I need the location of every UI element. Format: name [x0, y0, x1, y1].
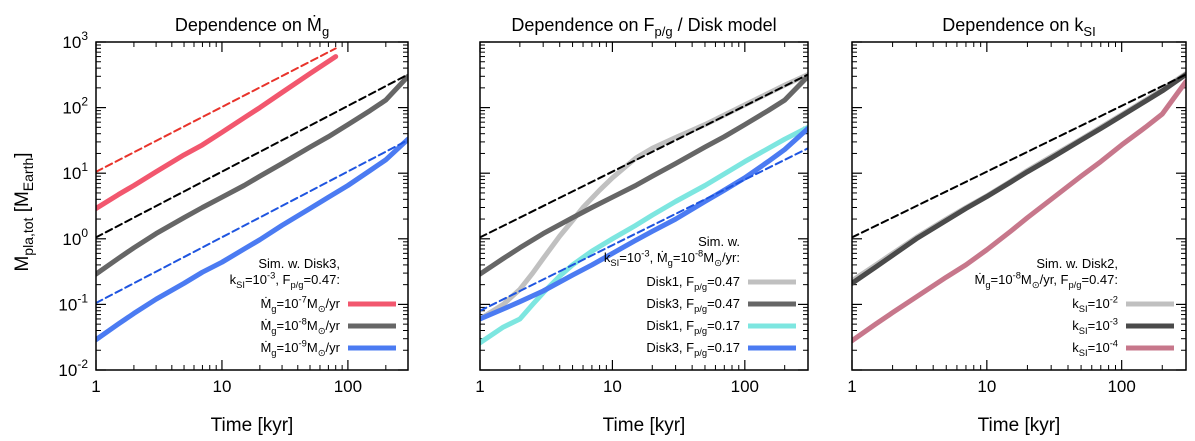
- x-tick-label: 10: [212, 377, 231, 396]
- legend-label: kSI=10-4: [1072, 339, 1118, 358]
- x-axis-label: Time [kyr]: [978, 415, 1061, 436]
- panel-ksi: 1 10 100 Dependence on kSI Time [kyr] Sim. w.…: [847, 15, 1187, 436]
- series-group: [96, 47, 408, 343]
- legend-header: Sim. w. Disk2,: [1036, 256, 1118, 271]
- legend-label: kSI=10-2: [1072, 295, 1118, 314]
- legend-header: kSI=10-3, Fp/g=0.47:: [230, 271, 340, 290]
- legend-label: Ṁg=10-9M⊙/yr: [260, 339, 340, 358]
- plot-frame: [479, 41, 809, 371]
- series-line: [96, 54, 339, 211]
- legend-label: Disk1, Fp/g=0.47: [646, 274, 740, 292]
- legend-header: Ṁg=10-8M⊙/yr, Fp/g=0.47:: [974, 271, 1118, 290]
- series-line: [480, 73, 808, 239]
- panel-fpg-disk: 1 10 100 Dependence on Fp/g / Disk model Tim…: [475, 15, 809, 436]
- x-tick-label: 10: [977, 377, 996, 396]
- legend-header: Sim. w. Disk3,: [258, 256, 340, 271]
- series-group: [480, 72, 808, 346]
- series-line: [852, 73, 1186, 239]
- series-line: [480, 124, 808, 346]
- series-line: [480, 126, 808, 322]
- legend-label: Ṁg=10-7M⊙/yr: [260, 295, 340, 314]
- y-axis-label: Mpla,tot [MEarth]: [12, 152, 36, 271]
- series-line: [852, 72, 1186, 286]
- x-tick-label: 1: [91, 377, 100, 396]
- series-line: [96, 73, 408, 239]
- series-line: [852, 79, 1186, 344]
- x-axis-label: Time [kyr]: [603, 415, 686, 436]
- y-tick-label: 102: [62, 95, 88, 118]
- y-tick-label: 10-2: [58, 357, 88, 380]
- y-tick-label: 10-1: [58, 291, 88, 314]
- x-axis-label: Time [kyr]: [211, 415, 294, 436]
- legend-label: Ṁg=10-8M⊙/yr: [260, 317, 340, 336]
- plot-frame: [95, 41, 409, 371]
- chart-title: Dependence on Ṁg: [175, 15, 329, 39]
- series-line: [480, 147, 808, 312]
- panel-mdot: 1 10 100 10-2 10-1 100 101 102 103 Dependence on …: [58, 15, 409, 436]
- legend: Sim. w.kSI=10-3, Ṁg=10-8M⊙/yr: Disk1, Fp/…: [604, 234, 796, 358]
- series-group: [852, 71, 1186, 344]
- legend-label: Disk3, Fp/g=0.17: [646, 340, 740, 358]
- x-tick-label: 10: [603, 377, 622, 396]
- x-tick-label: 100: [731, 377, 759, 396]
- y-tick-label: 101: [62, 160, 88, 183]
- x-tick-label: 1: [847, 377, 856, 396]
- legend: Sim. w. Disk3,kSI=10-3, Fp/g=0.47: Ṁg=10-…: [230, 256, 396, 358]
- legend-label: Disk1, Fp/g=0.17: [646, 318, 740, 336]
- x-tick-label: 100: [1107, 377, 1135, 396]
- legend: Sim. w. Disk2,Ṁg=10-8M⊙/yr, Fp/g=0.47: kS…: [974, 256, 1174, 358]
- series-line: [96, 73, 408, 277]
- series-line: [96, 136, 408, 343]
- legend-header: Sim. w.: [698, 234, 740, 249]
- y-tick-label: 103: [62, 29, 88, 52]
- chart-title: Dependence on kSI: [942, 15, 1095, 39]
- legend-header: kSI=10-3, Ṁg=10-8M⊙/yr:: [604, 249, 740, 268]
- chart-title: Dependence on Fp/g / Disk model: [511, 15, 776, 39]
- y-tick-label: 100: [62, 226, 88, 249]
- series-line: [96, 47, 337, 173]
- x-tick-label: 100: [334, 377, 362, 396]
- series-line: [96, 139, 408, 304]
- x-tick-label: 1: [475, 377, 484, 396]
- legend-label: kSI=10-3: [1072, 317, 1118, 336]
- plot-frame: [851, 41, 1187, 371]
- legend-label: Disk3, Fp/g=0.47: [646, 296, 740, 314]
- series-line: [480, 73, 808, 277]
